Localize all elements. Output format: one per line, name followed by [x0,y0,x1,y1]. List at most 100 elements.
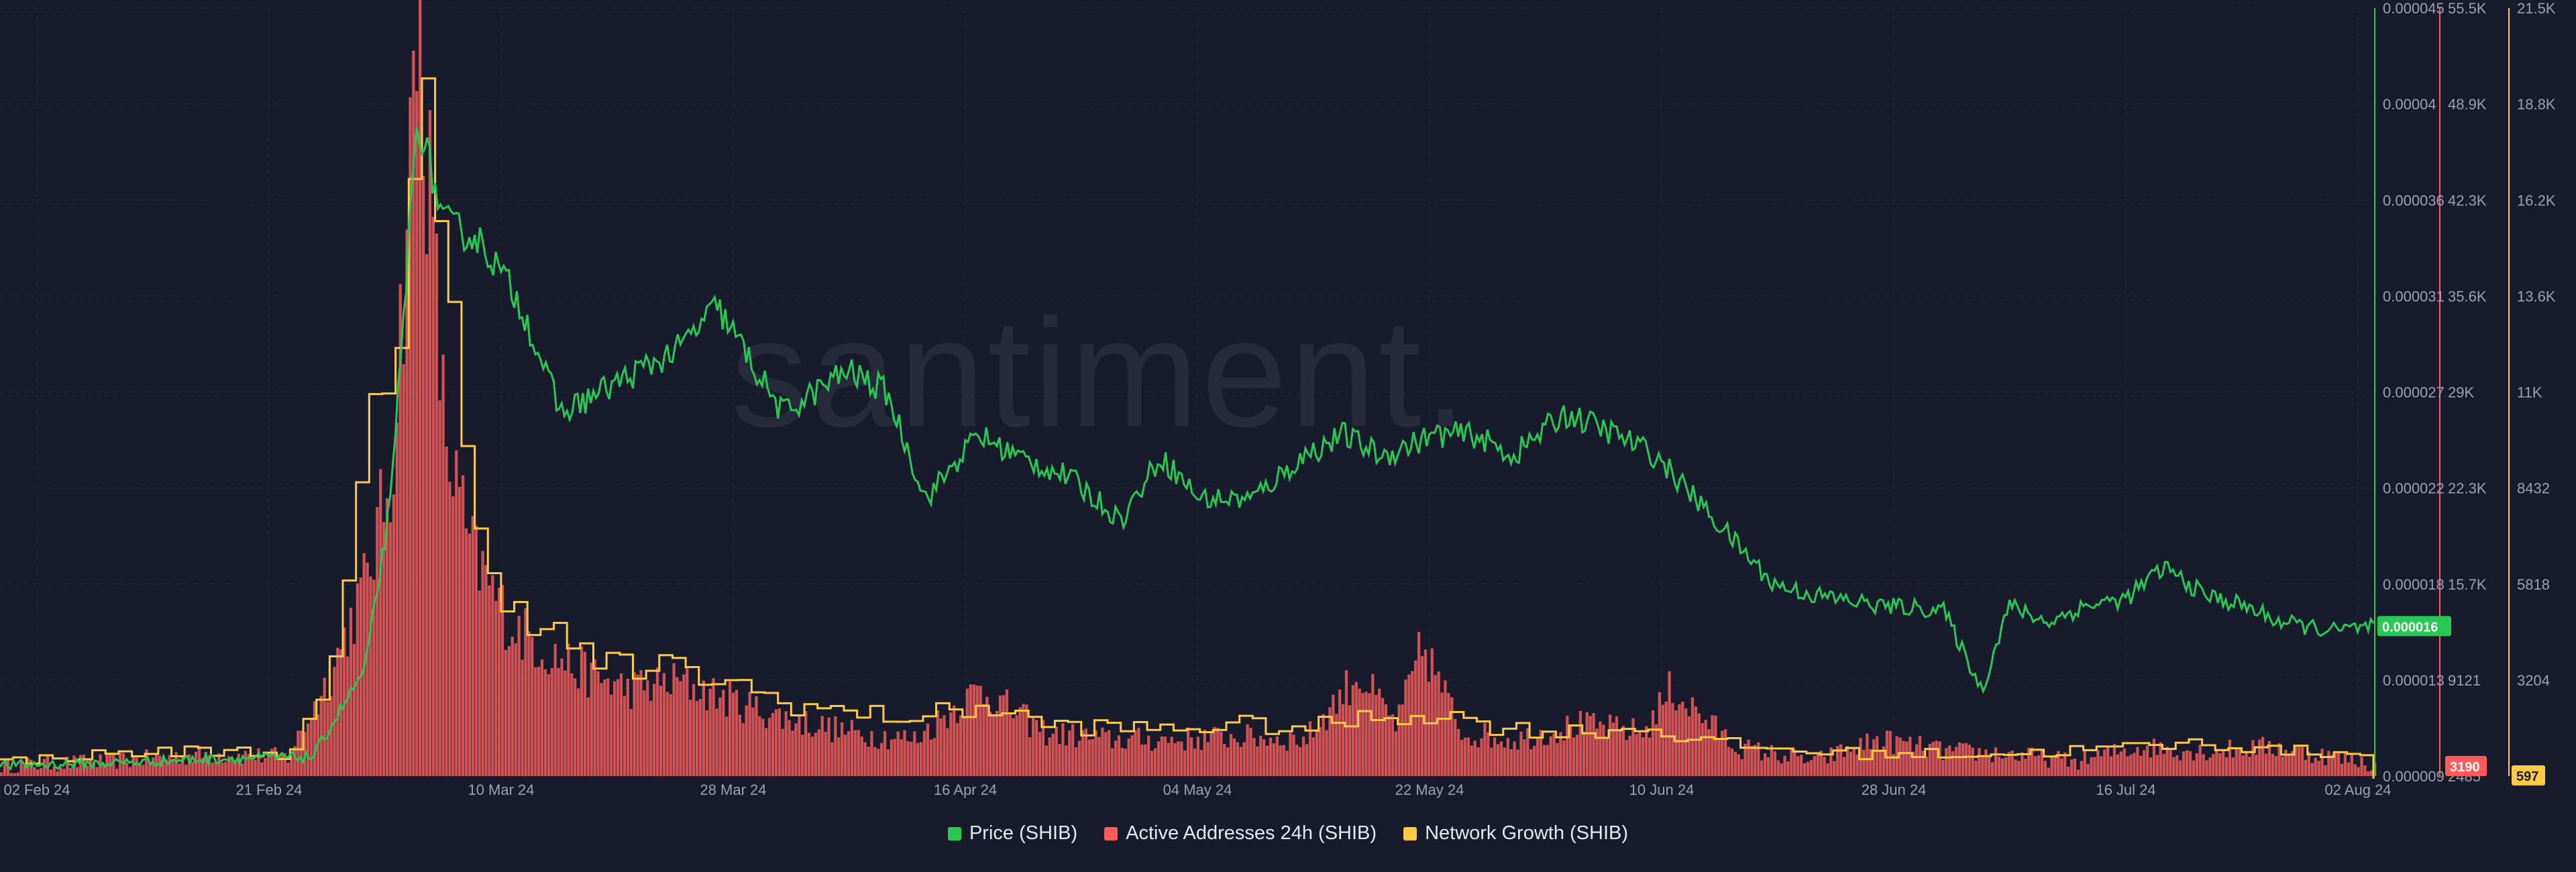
legend-item-price[interactable]: Price (SHIB) [947,822,1077,844]
active-addresses-bar [1569,726,1572,776]
active-addresses-bar [1842,757,1846,776]
active-addresses-bar [276,756,280,776]
active-addresses-bar [1803,763,1807,776]
active-addresses-bar [537,667,541,776]
active-addresses-bar [1714,715,1717,776]
active-addresses-bar [943,715,946,776]
active-addresses-bar [2000,758,2004,776]
active-addresses-bar [853,730,857,776]
active-addresses-bar [1625,740,1628,776]
active-addresses-bar [1282,745,1285,776]
network-growth-tick-label: 21.5K [2517,0,2556,17]
active-addresses-bar [1727,747,1731,776]
active-addresses-bar [1130,735,1134,776]
active-addresses-bar [1229,734,1233,776]
active-addresses-bar [2093,757,2096,776]
active-addresses-bar [323,677,326,776]
active-addresses-bar [1988,755,1991,776]
active-addresses-bar [2255,755,2258,776]
active-addresses-bar [1144,744,1147,776]
active-addresses-bar [1566,716,1569,776]
active-addresses-bar [728,682,732,776]
active-addresses-bar [2350,754,2353,776]
active-addresses-bar [1384,704,1388,776]
active-addresses-bar [1487,732,1490,776]
active-addresses-bar [1902,741,1905,776]
active-addresses-bar [1888,730,1892,776]
active-addresses-bar [1411,671,1414,776]
active-addresses-bar [619,673,623,776]
active-addresses-bar [293,746,297,776]
active-addresses-bar [484,565,488,776]
active-addresses-bar [2017,761,2021,776]
active-addresses-bar [1348,705,1352,776]
active-addresses-bar [2159,742,2162,776]
active-addresses-bar [23,763,26,776]
active-addresses-bar [283,753,286,776]
active-addresses-bar [1285,751,1289,776]
active-addresses-bar [1055,726,1058,776]
active-addresses-tick-label: 55.5K [2448,0,2487,17]
active-addresses-bar [1957,742,1962,776]
active-addresses-bar [676,677,679,776]
active-addresses-bar [161,757,165,776]
active-addresses-bar [672,663,676,776]
active-addresses-bar [596,671,600,776]
active-addresses-bar [2129,754,2133,776]
active-addresses-bar [531,637,534,776]
active-addresses-bar [2172,757,2176,776]
active-addresses-tick-label: 48.9K [2448,96,2487,113]
active-addresses-bar [425,254,429,776]
legend-item-network-growth[interactable]: Network Growth (SHIB) [1403,822,1628,844]
active-addresses-bar [843,734,847,776]
active-addresses-bar [1925,757,1929,776]
active-addresses-bar [1694,706,1698,776]
active-addresses-bar [1658,692,1661,776]
active-addresses-bar [1642,737,1645,776]
active-addresses-bar [2152,739,2156,776]
active-addresses-bar [280,753,283,776]
active-addresses-bar [956,723,959,776]
active-addresses-bar [1301,737,1305,776]
active-addresses-bar [1077,741,1081,776]
active-addresses-bar [1153,748,1157,776]
active-addresses-bar [574,678,577,776]
active-addresses-bar [1539,730,1543,776]
active-addresses-bar [2198,745,2202,776]
active-addresses-bar [481,551,484,776]
active-addresses-bar [2139,755,2143,776]
active-addresses-bar [1730,748,1734,776]
active-addresses-bar [748,692,751,776]
active-addresses-bar [2357,767,2360,776]
active-addresses-bar [1799,755,1803,776]
active-addresses-bar [1645,726,1648,776]
active-addresses-bar [2202,754,2205,776]
network-growth-tick-label: 3204 [2517,672,2550,689]
active-addresses-bar [36,769,40,776]
active-addresses-bar [1332,694,1335,776]
active-addresses-bar [788,720,791,776]
axes: 0.000045 0.00004 0.000036 0.000031 0.000027 0… [3,0,2555,798]
active-addresses-bar [339,649,343,776]
active-addresses-bar [926,723,930,776]
active-addresses-swatch [1104,826,1118,840]
active-addresses-bar [2271,753,2274,776]
active-addresses-bar [2192,760,2196,776]
active-addresses-bar [343,627,346,776]
legend-item-active-addresses[interactable]: Active Addresses 24h (SHIB) [1104,822,1377,844]
active-addresses-bar [1249,727,1252,776]
active-addresses-tick-label: 42.3K [2448,192,2487,209]
active-addresses-bar [1793,749,1796,776]
active-addresses-bar [30,759,33,776]
active-addresses-bar [1885,730,1889,776]
active-addresses-bar [392,494,396,776]
x-tick-label: 16 Apr 24 [934,781,997,798]
active-addresses-bar [1978,748,1981,776]
active-addresses-bar [2070,759,2074,776]
active-addresses-bar [827,717,830,776]
active-addresses-bar [33,767,36,776]
active-addresses-bar [1417,632,1421,776]
active-addresses-bar [1757,742,1760,776]
active-addresses-bar [633,672,636,776]
active-addresses-tick-label: 15.7K [2448,576,2487,593]
